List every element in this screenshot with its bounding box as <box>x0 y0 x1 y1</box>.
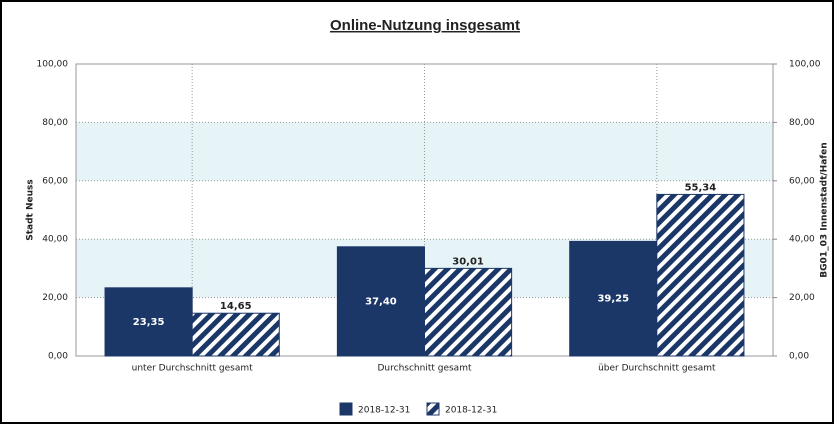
y2-tick-label: 40,00 <box>789 235 815 245</box>
data-label: 14,65 <box>220 301 252 312</box>
data-label: 39,25 <box>597 294 629 305</box>
bar <box>424 267 513 357</box>
y2-tick-label: 20,00 <box>789 293 815 303</box>
y-tick-label: 0,00 <box>48 352 68 362</box>
x-tick-label: unter Durchschnitt gesamt <box>132 364 254 374</box>
bar <box>569 240 658 357</box>
y2-tick-label: 80,00 <box>789 118 815 128</box>
y-tick-label: 20,00 <box>42 293 68 303</box>
y-tick-label: 40,00 <box>42 235 68 245</box>
y-tick-label: 80,00 <box>42 118 68 128</box>
y-axis-title: Stadt Neuss <box>26 179 36 241</box>
data-label: 37,40 <box>365 296 397 307</box>
y2-axis-title: BG01_03 Innenstadt/Hafen <box>820 142 830 277</box>
bar <box>336 246 425 357</box>
y2-tick-label: 0,00 <box>789 352 809 362</box>
legend-label: 2018-12-31 <box>445 406 497 416</box>
y-tick-label: 60,00 <box>42 176 68 186</box>
bar <box>191 312 280 357</box>
y2-tick-label: 100,00 <box>789 60 821 70</box>
data-label: 30,01 <box>452 256 484 267</box>
chart-title: Online-Nutzung insgesamt <box>330 17 520 34</box>
y-tick-label: 100,00 <box>37 60 69 70</box>
bar <box>656 193 745 357</box>
legend-swatch <box>426 402 440 416</box>
data-label: 55,34 <box>685 182 717 193</box>
bar <box>104 287 193 357</box>
x-tick-label: über Durchschnitt gesamt <box>598 364 716 374</box>
x-tick-label: Durchschnitt gesamt <box>377 364 471 374</box>
y2-tick-label: 60,00 <box>789 176 815 186</box>
data-label: 23,35 <box>133 317 165 328</box>
legend-swatch <box>339 402 353 416</box>
legend-label: 2018-12-31 <box>358 406 410 416</box>
